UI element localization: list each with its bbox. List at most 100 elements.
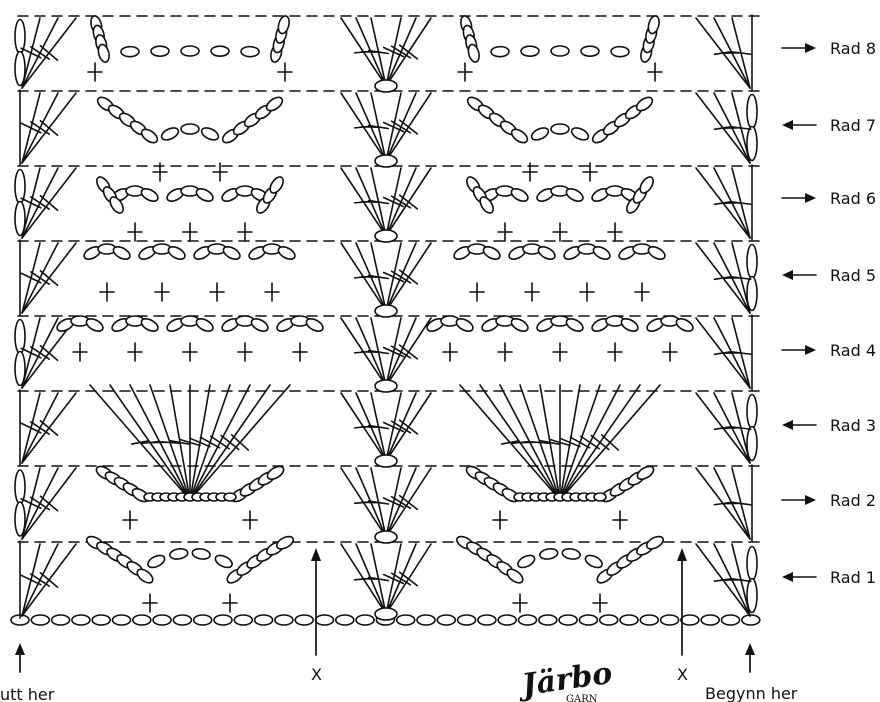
chain-stitch [277, 246, 296, 260]
chain-stitch [195, 318, 214, 332]
end-label: utt her [0, 685, 55, 702]
turning-chain [746, 125, 758, 162]
row-label-text: Rad 6 [830, 189, 876, 208]
turning-chain [14, 168, 26, 205]
foundation-chain [537, 614, 558, 626]
treble-tick [398, 419, 419, 435]
foundation-chain [192, 614, 213, 626]
chain-stitch [610, 45, 630, 58]
foundation-chain [50, 614, 71, 626]
treble-tick [39, 119, 59, 137]
turning-chain [746, 93, 758, 130]
foundation-chain [578, 614, 599, 626]
chain-stitch [510, 188, 529, 202]
row-label-text: Rad 2 [830, 491, 876, 510]
row-label-text: Rad 5 [830, 266, 876, 285]
row-label-8: Rad 8 [781, 39, 876, 58]
chain-stitch [517, 554, 536, 569]
treble-tick [390, 45, 412, 59]
repeat-label-right: X [677, 665, 688, 684]
chain-stitch [490, 45, 510, 58]
chain-stitch [195, 188, 214, 202]
chain-stitch [136, 568, 154, 584]
centre-chain [374, 530, 398, 544]
shell-chain [223, 492, 237, 502]
treble-tick [713, 200, 733, 206]
chain-stitch [570, 127, 590, 141]
treble-tick [39, 194, 59, 212]
treble-tick [600, 434, 620, 451]
chain-stitch [550, 123, 570, 135]
chain-stitch [592, 246, 611, 260]
row-label-2: Rad 2 [781, 491, 876, 510]
treble-tick [39, 344, 59, 362]
treble-tick [390, 572, 412, 586]
chain-stitch [482, 246, 501, 260]
arrow-right-icon [805, 495, 816, 505]
chain-stitch [647, 246, 666, 260]
row-label-5: Rad 5 [782, 266, 876, 285]
foundation-chain [233, 614, 254, 626]
chain-stitch [214, 554, 233, 569]
row-label-3: Rad 3 [782, 416, 876, 435]
foundation-chain [680, 614, 700, 626]
treble-tick [539, 439, 561, 446]
chain-stitch [539, 547, 559, 560]
treble-tick [367, 49, 390, 55]
chain-stitch [647, 15, 660, 35]
treble-tick [713, 125, 733, 131]
row-label-text: Rad 3 [830, 416, 876, 435]
turning-chain [14, 501, 26, 537]
treble-tick [390, 270, 412, 284]
chain-stitch [240, 45, 260, 58]
foundation-chain [274, 614, 294, 626]
treble-tick [390, 120, 412, 134]
arrow-right-icon [805, 345, 816, 355]
arrow-right-icon [805, 43, 816, 53]
treble-tick [199, 436, 221, 449]
foundation-chain [558, 614, 578, 626]
foundation-chain [132, 614, 152, 626]
chain-stitch [305, 318, 324, 332]
treble-tick [500, 440, 520, 445]
turning-chain [746, 275, 758, 312]
treble-tick [398, 269, 419, 285]
start-marker: Begynn her [705, 643, 798, 702]
arrow-left-icon [782, 420, 793, 430]
treble-tick [179, 438, 201, 447]
treble-tick [398, 494, 419, 511]
chain-stitch [275, 535, 295, 550]
treble-tick [398, 344, 419, 360]
foundation-chain [111, 614, 132, 626]
treble-tick [713, 501, 733, 506]
chain-stitch [636, 465, 655, 480]
treble-tick [713, 425, 733, 431]
chain-stitch [635, 96, 654, 112]
treble-tick [367, 199, 390, 205]
chain-stitch [180, 123, 200, 135]
chain-stitch [455, 318, 474, 332]
foundation-chain [355, 614, 375, 626]
chain-stitch [530, 127, 550, 141]
centre-chain [374, 229, 398, 243]
treble-tick [398, 119, 419, 135]
treble-tick [390, 195, 412, 209]
treble-tick [559, 437, 581, 448]
foundation-chain [71, 614, 91, 626]
chain-stitch [200, 127, 220, 141]
turning-chain [746, 577, 758, 614]
treble-tick [189, 437, 211, 448]
treble-tick [398, 44, 419, 60]
treble-tick [39, 495, 59, 512]
chain-stitch [565, 188, 584, 202]
chain-stitch [180, 45, 200, 57]
treble-tick [390, 495, 412, 510]
turning-chain [14, 350, 26, 387]
chain-stitch [266, 465, 285, 480]
foundation-chain [517, 614, 538, 626]
chain-stitch [85, 318, 104, 332]
chain-stitch [620, 318, 639, 332]
centre-chain [374, 379, 398, 393]
chain-stitch [150, 45, 170, 57]
foundation-chain [395, 614, 416, 626]
